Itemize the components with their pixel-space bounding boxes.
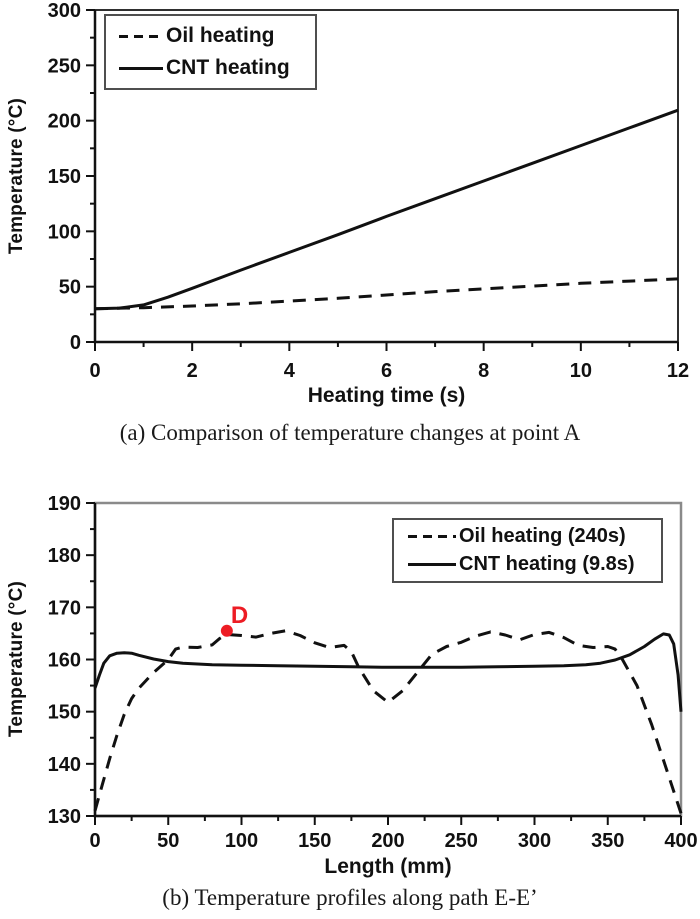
series-dashed-line bbox=[93, 629, 683, 814]
solid-line-sample bbox=[119, 66, 163, 70]
x-tick-label: 2 bbox=[187, 360, 198, 382]
series-solid-line bbox=[94, 108, 679, 311]
x-tick-label: 400 bbox=[664, 830, 697, 852]
legend-label: Oil heating (240s) bbox=[459, 525, 626, 547]
x-tick-label: 100 bbox=[225, 830, 258, 852]
legend-label: CNT heating (9.8s) bbox=[459, 553, 635, 575]
x-tick-label: 6 bbox=[381, 360, 392, 382]
dashed-line-sample bbox=[119, 34, 163, 38]
chart-a-legend: Oil heating CNT heating bbox=[104, 14, 317, 90]
legend-entry-cnt-heating-9-8s: CNT heating (9.8s) bbox=[408, 553, 661, 576]
y-tick-label: 150 bbox=[48, 702, 81, 724]
legend-label: Oil heating bbox=[166, 24, 275, 47]
chart-a-x-axis-title: Heating time (s) bbox=[307, 384, 466, 407]
series-solid-line bbox=[93, 632, 683, 712]
solid-line-sample bbox=[408, 563, 456, 566]
chart-b-x-axis-title: Length (mm) bbox=[324, 855, 452, 878]
y-tick-label: 130 bbox=[48, 806, 81, 828]
y-tick-label: 0 bbox=[70, 332, 81, 354]
x-tick-label: 12 bbox=[667, 360, 689, 382]
x-tick-label: 200 bbox=[371, 830, 404, 852]
y-tick-label: 200 bbox=[48, 111, 81, 133]
legend-entry-oil-heating: Oil heating bbox=[119, 24, 315, 48]
x-tick-label: 300 bbox=[518, 830, 551, 852]
x-tick-label: 350 bbox=[591, 830, 624, 852]
legend-label: CNT heating bbox=[166, 56, 290, 79]
y-tick-label: 160 bbox=[48, 650, 81, 672]
y-tick-label: 140 bbox=[48, 754, 81, 776]
point-d-label: D bbox=[231, 602, 248, 629]
chart-a-y-axis-title: Temperature (°C) bbox=[6, 97, 27, 255]
x-tick-label: 150 bbox=[298, 830, 331, 852]
x-tick-label: 0 bbox=[89, 360, 100, 382]
x-tick-label: 0 bbox=[89, 830, 100, 852]
dashed-line-sample bbox=[408, 535, 456, 538]
chart-b-y-axis-title: Temperature (°C) bbox=[6, 580, 27, 738]
y-tick-label: 170 bbox=[48, 597, 81, 619]
caption-a: (a) Comparison of temperature changes at… bbox=[119, 420, 581, 445]
y-tick-label: 190 bbox=[48, 493, 81, 515]
series-dashed-line bbox=[94, 277, 679, 311]
x-tick-label: 50 bbox=[157, 830, 179, 852]
y-tick-label: 300 bbox=[48, 0, 81, 22]
y-tick-label: 50 bbox=[59, 277, 81, 299]
legend-entry-cnt-heating: CNT heating bbox=[119, 56, 315, 80]
y-tick-label: 180 bbox=[48, 545, 81, 567]
caption-b: (b) Temperature profiles along path E-E’ bbox=[162, 885, 538, 910]
chart-b-legend: Oil heating (240s) CNT heating (9.8s) bbox=[392, 518, 663, 583]
x-tick-label: 250 bbox=[445, 830, 478, 852]
y-tick-label: 100 bbox=[48, 221, 81, 243]
legend-entry-oil-heating-240s: Oil heating (240s) bbox=[408, 525, 661, 548]
y-tick-label: 250 bbox=[48, 55, 81, 77]
x-tick-label: 4 bbox=[284, 360, 296, 382]
x-tick-label: 10 bbox=[570, 360, 592, 382]
y-tick-label: 150 bbox=[48, 166, 81, 188]
point-d-marker bbox=[220, 624, 233, 637]
x-tick-label: 8 bbox=[478, 360, 489, 382]
